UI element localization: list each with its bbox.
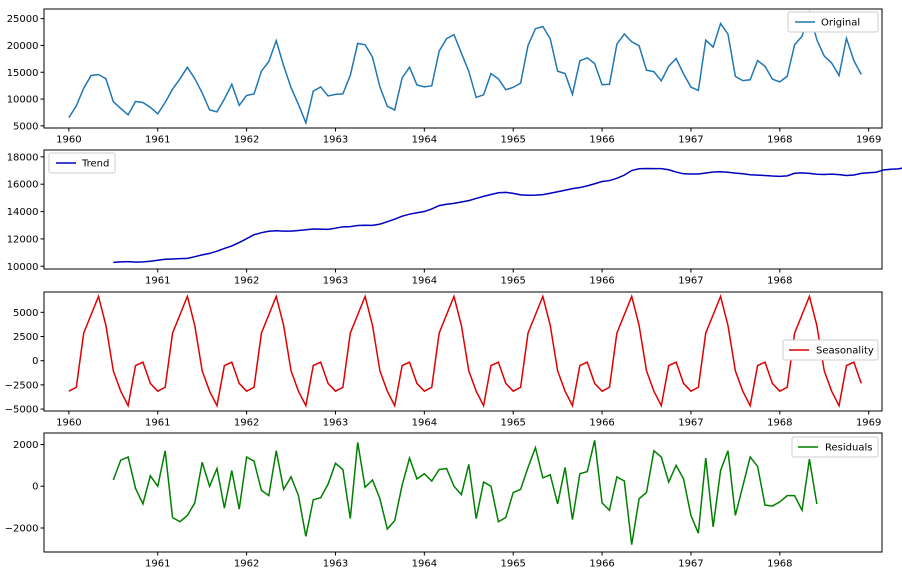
legend-label-seasonality: Seasonality [816,346,874,357]
y-tick-label: 2000 [13,440,38,451]
x-tick-label: 1961 [145,276,170,287]
y-tick-label: 2500 [13,332,38,343]
x-tick-label: 1962 [234,418,259,429]
x-tick-label: 1965 [500,559,525,570]
x-tick-label: 1962 [234,135,259,146]
x-tick-label: 1969 [856,418,881,429]
x-tick-label: 1966 [589,276,614,287]
legend: Original [787,11,879,33]
original-series-line [68,10,862,126]
legend-box [787,11,879,33]
trend-series-line [113,167,902,264]
x-tick-label: 1968 [767,135,792,146]
y-axis-ticks: 10000 12000 14000 16000 18000 [7,152,44,273]
seasonality-data-points [68,296,862,406]
x-tick-label: 1960 [56,135,81,146]
x-axis-ticks: 1961 1962 1963 1964 1965 1966 1967 1968 [145,269,793,287]
legend-box [791,436,879,458]
x-tick-label: 1965 [500,418,525,429]
x-tick-label: 1962 [234,559,259,570]
x-tick-label: 1966 [589,135,614,146]
y-tick-label: 12000 [7,234,39,245]
x-tick-label: 1963 [323,135,348,146]
y-tick-label: −2500 [5,380,39,391]
plot-frame [43,149,883,270]
x-tick-label: 1966 [589,418,614,429]
residuals-series-line [112,440,818,545]
x-tick-label: 1963 [323,559,348,570]
legend-label-residuals: Residuals [825,443,872,454]
y-tick-label: 16000 [7,180,39,191]
x-axis-ticks: 1960 1961 1962 1963 1964 1965 1966 1967 1968 1969 [56,411,881,429]
legend: Residuals [791,436,879,458]
x-tick-label: 1964 [412,559,437,570]
residuals-data-points [113,440,817,545]
x-tick-label: 1961 [145,418,170,429]
x-tick-label: 1967 [678,135,703,146]
y-tick-label: −5000 [5,405,39,416]
plot-frame [43,291,883,412]
plot-frame [43,432,883,553]
y-tick-label: 5000 [13,308,38,319]
x-tick-label: 1962 [234,276,259,287]
y-axis-ticks: −2000 0 2000 [5,440,44,534]
y-tick-label: 0 [32,482,38,493]
x-tick-label: 1968 [767,276,792,287]
legend-label-trend: Trend [81,159,109,170]
y-tick-label: −2000 [5,523,39,534]
x-tick-label: 1960 [56,418,81,429]
legend-label-original: Original [821,18,860,29]
x-tick-label: 1967 [678,276,703,287]
x-tick-label: 1965 [500,276,525,287]
x-tick-label: 1961 [145,135,170,146]
y-tick-label: 18000 [7,152,39,163]
x-tick-label: 1969 [856,135,881,146]
trend-data-points [113,168,899,263]
x-tick-label: 1968 [767,418,792,429]
y-axis-ticks: 5000 10000 15000 20000 25000 [7,14,44,132]
y-tick-label: 10000 [7,95,39,106]
x-tick-label: 1967 [678,418,703,429]
legend: Seasonality [782,339,879,361]
legend: Trend [48,152,116,174]
x-tick-label: 1965 [500,135,525,146]
x-tick-label: 1967 [678,559,703,570]
x-tick-label: 1964 [412,418,437,429]
x-tick-label: 1964 [412,135,437,146]
x-tick-label: 1966 [589,559,614,570]
legend-box [782,339,879,361]
x-tick-label: 1963 [323,418,348,429]
y-tick-label: 10000 [7,262,39,273]
x-tick-label: 1963 [323,276,348,287]
seasonality-series-line [68,293,862,408]
x-tick-label: 1968 [767,559,792,570]
y-tick-label: 14000 [7,207,39,218]
y-tick-label: 15000 [7,68,39,79]
y-axis-ticks: −5000 −2500 0 2500 5000 [5,308,44,416]
y-tick-label: 25000 [7,14,39,25]
legend-box [48,152,116,174]
seasonality-panel: −5000 −2500 0 2500 5000 1960 1961 1962 1963 1964… [5,291,883,429]
x-axis-ticks: 1961 1962 1963 1964 1965 1966 1967 1968 [145,552,793,570]
y-tick-label: 5000 [13,121,38,132]
x-axis-ticks: 1960 1961 1962 1963 1964 1965 1966 1967 1968 1969 [56,128,881,146]
original-data-points [68,12,862,123]
y-tick-label: 0 [32,356,38,367]
y-tick-label: 20000 [7,41,39,52]
plot-frame [43,8,883,129]
x-tick-label: 1961 [145,559,170,570]
x-tick-label: 1964 [412,276,437,287]
